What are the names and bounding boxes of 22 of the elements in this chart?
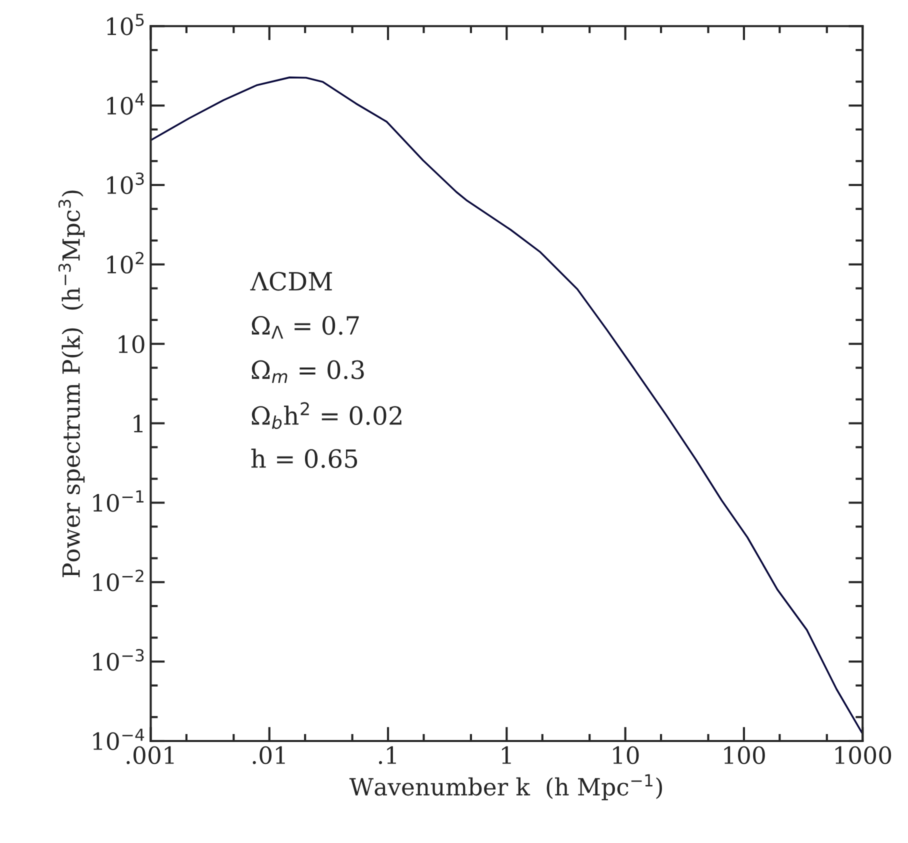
y-tick-label: 10$^{−3}$ <box>93 649 144 671</box>
x-tick-label: .1 <box>378 746 396 764</box>
x-tick-label: 100 <box>724 746 765 764</box>
y-tick-label: 10$^{−1}$ <box>93 490 144 512</box>
x-axis-title: Wavenumber k (h Mpc$^{−1}$) <box>349 774 662 800</box>
y-tick-label: 10$^{3}$ <box>107 172 144 194</box>
annotation: Ω$_{b}$h$^{2}$ = 0.02 <box>252 402 402 430</box>
y-tick-label: 10 <box>118 335 144 354</box>
y-axis-title: Power spectrum P(k) (h$^{−3}$Mpc$^{3}$) <box>58 190 85 578</box>
y-tick-label: 1 <box>134 414 143 432</box>
annotation: ΛCDM <box>250 272 332 291</box>
annotation: h = 0.65 <box>251 448 358 468</box>
y-tick-label: 10$^{4}$ <box>107 93 144 115</box>
annotation: Ω$_{Λ}$ = 0.7 <box>252 316 359 339</box>
y-tick-label: 10$^{5}$ <box>107 14 144 36</box>
x-tick-label: .01 <box>252 746 285 764</box>
y-tick-label: 10$^{2}$ <box>107 252 144 274</box>
annotation: Ω$_{m}$ = 0.3 <box>252 360 364 383</box>
x-tick-label: 1000 <box>835 746 892 764</box>
y-tick-label: 10$^{−2}$ <box>93 570 144 592</box>
x-tick-label: 1 <box>502 746 511 764</box>
x-tick-label: 10 <box>613 746 639 764</box>
